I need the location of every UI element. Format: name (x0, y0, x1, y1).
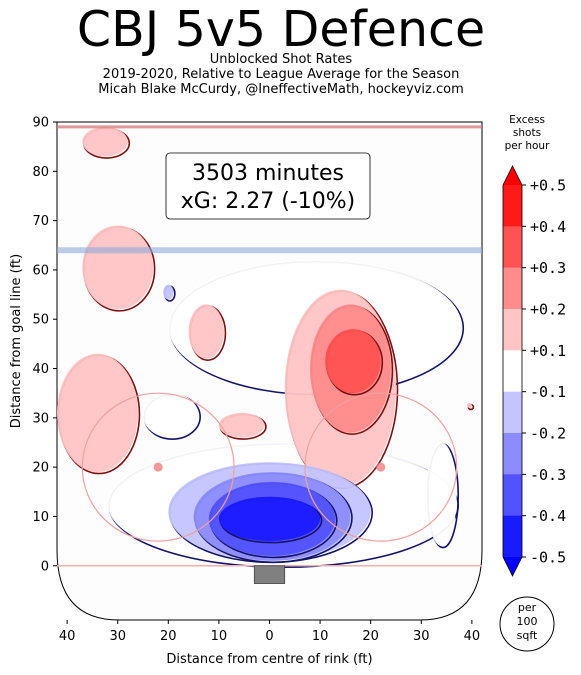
contour-region (218, 412, 265, 438)
y-tick-label: 0 (41, 559, 49, 574)
faceoff-circle (81, 392, 235, 542)
unit-badge-text: per (518, 601, 537, 614)
y-tick-label: 50 (32, 313, 49, 328)
annotation-box (165, 152, 371, 220)
colorbar-band (503, 309, 522, 351)
annotation-xg: xG: 2.27 (-10%) (181, 189, 355, 214)
faceoff-dot (153, 462, 163, 472)
chart-title: CBJ 5v5 Defence (76, 1, 486, 58)
contour-region (143, 393, 199, 438)
contour-region (466, 403, 472, 408)
contour-region (218, 496, 321, 542)
heatmap-contours (57, 126, 475, 569)
contour-region (325, 329, 381, 394)
y-tick-label: 10 (32, 510, 49, 525)
y-tick-label: 70 (32, 214, 49, 229)
x-tick-label: 40 (464, 629, 481, 644)
subtitle-line-1: Unblocked Shot Rates (209, 52, 353, 67)
colorbar-band (503, 474, 522, 516)
x-tick-label: 10 (312, 629, 329, 644)
contour-region (82, 225, 154, 310)
colorbar-band (503, 350, 522, 392)
annotation: 3503 minutes xG: 2.27 (-10%) (165, 152, 371, 220)
y-axis-label: Distance from goal line (ft) (9, 254, 24, 428)
colorbar-tick-label: +0.2 (530, 301, 566, 319)
axes: 40 30 20 10 0 10 20 30 40 0 10 20 30 40 50 60 70 80 90 Dist… (9, 116, 481, 668)
rink-markings (57, 125, 482, 584)
colorbar-tick-label: -0.3 (530, 466, 566, 484)
colorbar-band (503, 515, 522, 558)
x-tick-label: 30 (109, 629, 126, 644)
contour-region (57, 353, 138, 473)
colorbar-title: shots (513, 127, 541, 139)
colorbar-tick-label: -0.1 (530, 383, 566, 401)
unit-badge-text: sqft (517, 629, 538, 642)
contour-region (82, 126, 128, 157)
colorbar-band (503, 185, 522, 227)
x-tick-label: 20 (160, 629, 177, 644)
annotation-minutes: 3503 minutes (192, 161, 344, 186)
colorbar-tick-label: -0.5 (530, 549, 566, 567)
colorbar-band (503, 226, 522, 268)
x-tick-label: 10 (211, 629, 228, 644)
colorbar-title: per hour (505, 140, 551, 152)
subtitle-line-3: Micah Blake McCurdy, @IneffectiveMath, h… (98, 82, 464, 97)
x-tick-label: 40 (59, 629, 76, 644)
y-tick-label: 60 (32, 263, 49, 278)
colorbar-tick-label: +0.4 (530, 218, 566, 236)
goal-net (253, 565, 286, 584)
unit-badge (499, 596, 555, 652)
y-tick-label: 20 (32, 461, 49, 476)
y-tick-label: 40 (32, 362, 49, 377)
faceoff-dot (376, 462, 386, 472)
colorbar-title: Excess (509, 114, 545, 126)
unit-badge-text: 100 (517, 615, 538, 628)
colorbar-band (503, 391, 522, 434)
colorbar-band (503, 433, 522, 475)
subtitle-line-2: 2019-2020, Relative to League Average fo… (102, 67, 460, 82)
contour-region (188, 304, 224, 359)
x-tick-label: 0 (265, 629, 273, 644)
faceoff-circle (304, 392, 458, 542)
colorbar-extend-top (503, 166, 522, 185)
colorbar-tick-label: +0.5 (530, 177, 566, 195)
x-tick-label: 20 (362, 629, 379, 644)
contour-region (163, 284, 174, 300)
colorbar-extend-bottom (503, 557, 522, 576)
colorbar-tick-label: -0.4 (530, 507, 566, 525)
colorbar-tick-label: +0.3 (530, 259, 566, 277)
x-tick-label: 30 (413, 629, 430, 644)
colorbar-band (503, 267, 522, 310)
y-tick-label: 90 (32, 116, 49, 131)
y-tick-label: 80 (32, 165, 49, 180)
x-axis-label: Distance from centre of rink (ft) (166, 652, 372, 667)
colorbar-tick-label: -0.2 (530, 425, 566, 443)
colorbar-tick-label: +0.1 (530, 342, 566, 360)
y-tick-label: 30 (32, 411, 49, 426)
